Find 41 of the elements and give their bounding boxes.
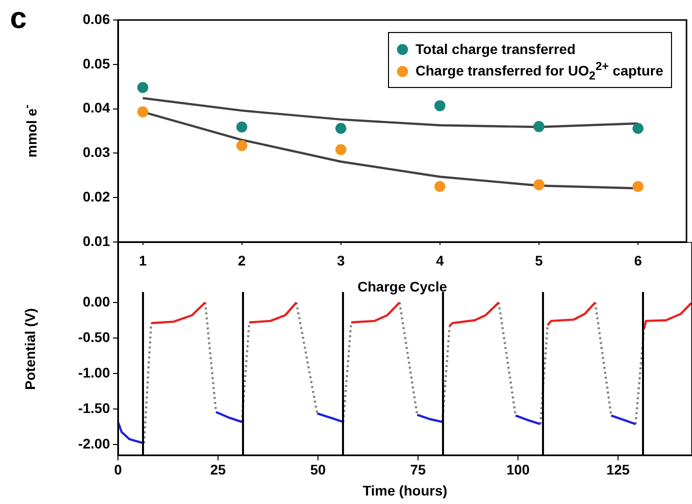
y-tick-label: -2.00 [78, 436, 110, 452]
point [434, 181, 446, 192]
y-tick-label: -1.00 [78, 364, 110, 380]
x-tick-label: 100 [506, 462, 530, 478]
point [632, 181, 644, 192]
x-axis-title: Time (hours) [362, 482, 448, 498]
y-tick-label: 0.00 [82, 293, 110, 310]
point [335, 122, 346, 134]
y-axis-title: Potential (V) [22, 308, 38, 390]
y-tick-label: 0.02 [82, 188, 110, 204]
y-tick-label: 0.06 [82, 10, 110, 27]
x-tick-label: 3 [336, 252, 345, 268]
point [632, 122, 644, 134]
legend-label: Charge transferred for UO$_{2}$$^{2+}$ capture [416, 60, 664, 82]
point [236, 122, 248, 133]
x-tick-label: 25 [210, 462, 226, 478]
point [533, 179, 544, 190]
x-tick-label: 0 [114, 462, 122, 478]
x-tick-label: 2 [238, 252, 246, 268]
x-tick-label: 1 [138, 252, 147, 268]
x-tick-label: 125 [606, 462, 630, 478]
y-tick-label: 0.04 [82, 100, 110, 116]
x-axis-title: Charge Cycle [358, 278, 448, 294]
y-tick-label: 0.05 [82, 55, 110, 72]
x-tick-label: 6 [634, 252, 642, 268]
x-tick-label: 75 [410, 462, 426, 478]
y-tick-label: -1.50 [78, 400, 110, 416]
text: c [10, 2, 27, 35]
point [434, 100, 446, 112]
point [533, 121, 544, 132]
y-tick-label: 0.01 [82, 232, 110, 249]
point [335, 144, 346, 156]
point [137, 106, 148, 118]
legend-label: Total charge transferred [416, 41, 576, 57]
x-tick-label: 50 [310, 462, 326, 478]
x-tick-label: 5 [535, 252, 544, 268]
y-tick-label: -0.50 [78, 328, 110, 345]
point [236, 140, 248, 152]
point [137, 82, 148, 93]
x-tick-label: 4 [436, 252, 444, 268]
y-tick-label: 0.03 [82, 144, 110, 160]
